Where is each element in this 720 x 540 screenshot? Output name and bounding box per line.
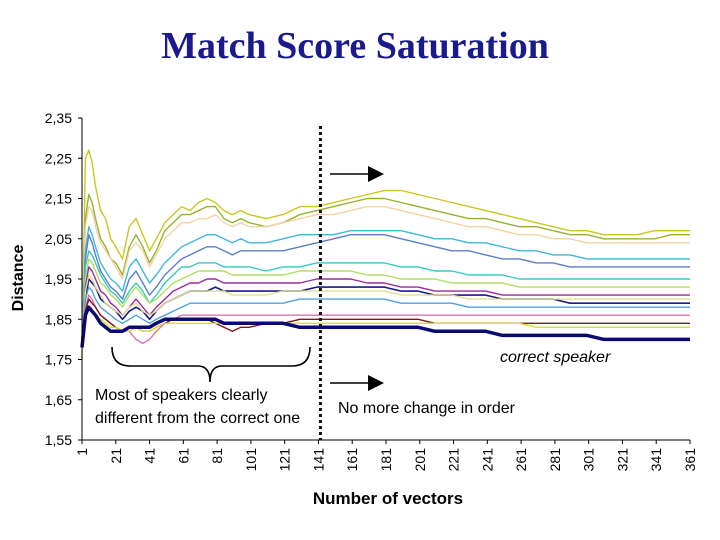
x-tick-label: 1 (74, 448, 90, 456)
y-tick-label: 1,55 (45, 432, 72, 448)
x-tick-label: 181 (378, 448, 394, 472)
y-tick-label: 2,15 (45, 191, 72, 207)
series-group (80, 149, 690, 360)
x-tick-label: 241 (479, 448, 495, 472)
right-arrow-bottom (330, 375, 384, 391)
y-tick-label: 1,95 (45, 271, 72, 287)
x-tick-label: 121 (277, 448, 293, 472)
x-axis-title: Number of vectors (313, 489, 463, 508)
series-line-speaker-9 (81, 278, 690, 340)
axes: 1,551,651,751,851,952,052,152,252,351 21 4… (45, 110, 698, 471)
left-note-line1: Most of speakers clearly (95, 387, 268, 404)
x-tick-label: 101 (243, 448, 259, 472)
series-line-speaker-4 (81, 225, 690, 340)
series-line-speaker-7 (81, 258, 690, 340)
y-tick-label: 1,85 (45, 311, 72, 327)
x-tick-label: 301 (581, 448, 597, 472)
series-line-speaker-1 (81, 149, 690, 360)
y-tick-label: 2,05 (45, 231, 72, 247)
series-line-speaker-5 (81, 233, 690, 340)
series-line-correct-speaker (80, 305, 690, 348)
y-tick-label: 1,65 (45, 392, 72, 408)
x-tick-label: 341 (648, 448, 664, 472)
x-tick-label: 161 (344, 448, 360, 472)
slide-title: Match Score Saturation (161, 25, 549, 67)
x-tick-label: 81 (209, 448, 225, 464)
range-brace (111, 346, 311, 383)
x-tick-label: 41 (142, 448, 158, 464)
x-tick-label: 221 (446, 448, 462, 472)
series-line-speaker-10 (81, 274, 690, 340)
series-line-speaker-3 (81, 205, 690, 340)
y-tick-label: 1,75 (45, 352, 72, 368)
x-tick-label: 261 (513, 448, 529, 472)
y-axis-title: Distance (10, 245, 27, 312)
x-tick-label: 321 (614, 448, 630, 472)
series-line-speaker-11 (81, 286, 690, 340)
series-line-speaker-2 (81, 193, 690, 340)
x-tick-label: 61 (175, 448, 191, 464)
y-tick-label: 2,25 (45, 150, 72, 166)
y-tick-label: 2,35 (45, 110, 72, 126)
x-tick-label: 21 (108, 448, 124, 464)
x-tick-label: 141 (310, 448, 326, 472)
correct-speaker-label: correct speaker (500, 349, 611, 366)
x-tick-label: 281 (547, 448, 563, 472)
right-arrow-top (330, 166, 384, 182)
left-note-line2: different from the correct one (95, 410, 300, 427)
right-note: No more change in order (338, 400, 516, 417)
x-tick-label: 201 (412, 448, 428, 472)
series-line-speaker-6 (81, 250, 690, 340)
series-line-speaker-8 (81, 266, 690, 340)
x-tick-label: 361 (682, 448, 698, 472)
